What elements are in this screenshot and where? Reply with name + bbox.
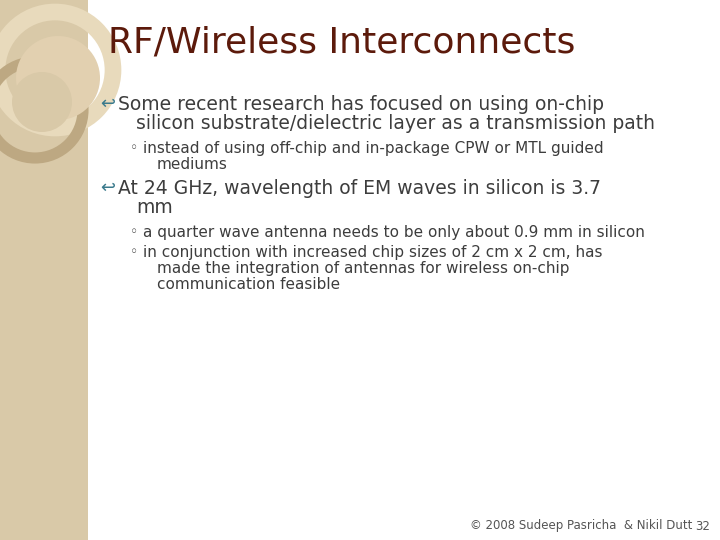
- Text: mediums: mediums: [157, 157, 228, 172]
- Text: RF/Wireless Interconnects: RF/Wireless Interconnects: [108, 26, 575, 60]
- Text: silicon substrate/dielectric layer as a transmission path: silicon substrate/dielectric layer as a …: [136, 114, 655, 133]
- Text: made the integration of antennas for wireless on-chip: made the integration of antennas for wir…: [157, 261, 570, 276]
- Text: a quarter wave antenna needs to be only about 0.9 mm in silicon: a quarter wave antenna needs to be only …: [143, 225, 645, 240]
- Text: ◦: ◦: [130, 225, 138, 239]
- Text: in conjunction with increased chip sizes of 2 cm x 2 cm, has: in conjunction with increased chip sizes…: [143, 245, 603, 260]
- Text: At 24 GHz, wavelength of EM waves in silicon is 3.7: At 24 GHz, wavelength of EM waves in sil…: [118, 179, 601, 198]
- Bar: [0, 0, 88, 540]
- Text: mm: mm: [136, 198, 173, 217]
- Text: ◦: ◦: [130, 141, 138, 155]
- Text: ↩: ↩: [100, 95, 115, 113]
- Text: instead of using off-chip and in-package CPW or MTL guided: instead of using off-chip and in-package…: [143, 141, 603, 156]
- Text: Some recent research has focused on using on-chip: Some recent research has focused on usin…: [118, 95, 604, 114]
- Bar: [88, 0, 720, 540]
- Circle shape: [16, 36, 100, 120]
- Text: 32: 32: [695, 519, 710, 532]
- Text: © 2008 Sudeep Pasricha  & Nikil Dutt: © 2008 Sudeep Pasricha & Nikil Dutt: [470, 519, 693, 532]
- Circle shape: [12, 72, 72, 132]
- Text: ◦: ◦: [130, 245, 138, 259]
- Text: communication feasible: communication feasible: [157, 277, 340, 292]
- Text: ↩: ↩: [100, 179, 115, 197]
